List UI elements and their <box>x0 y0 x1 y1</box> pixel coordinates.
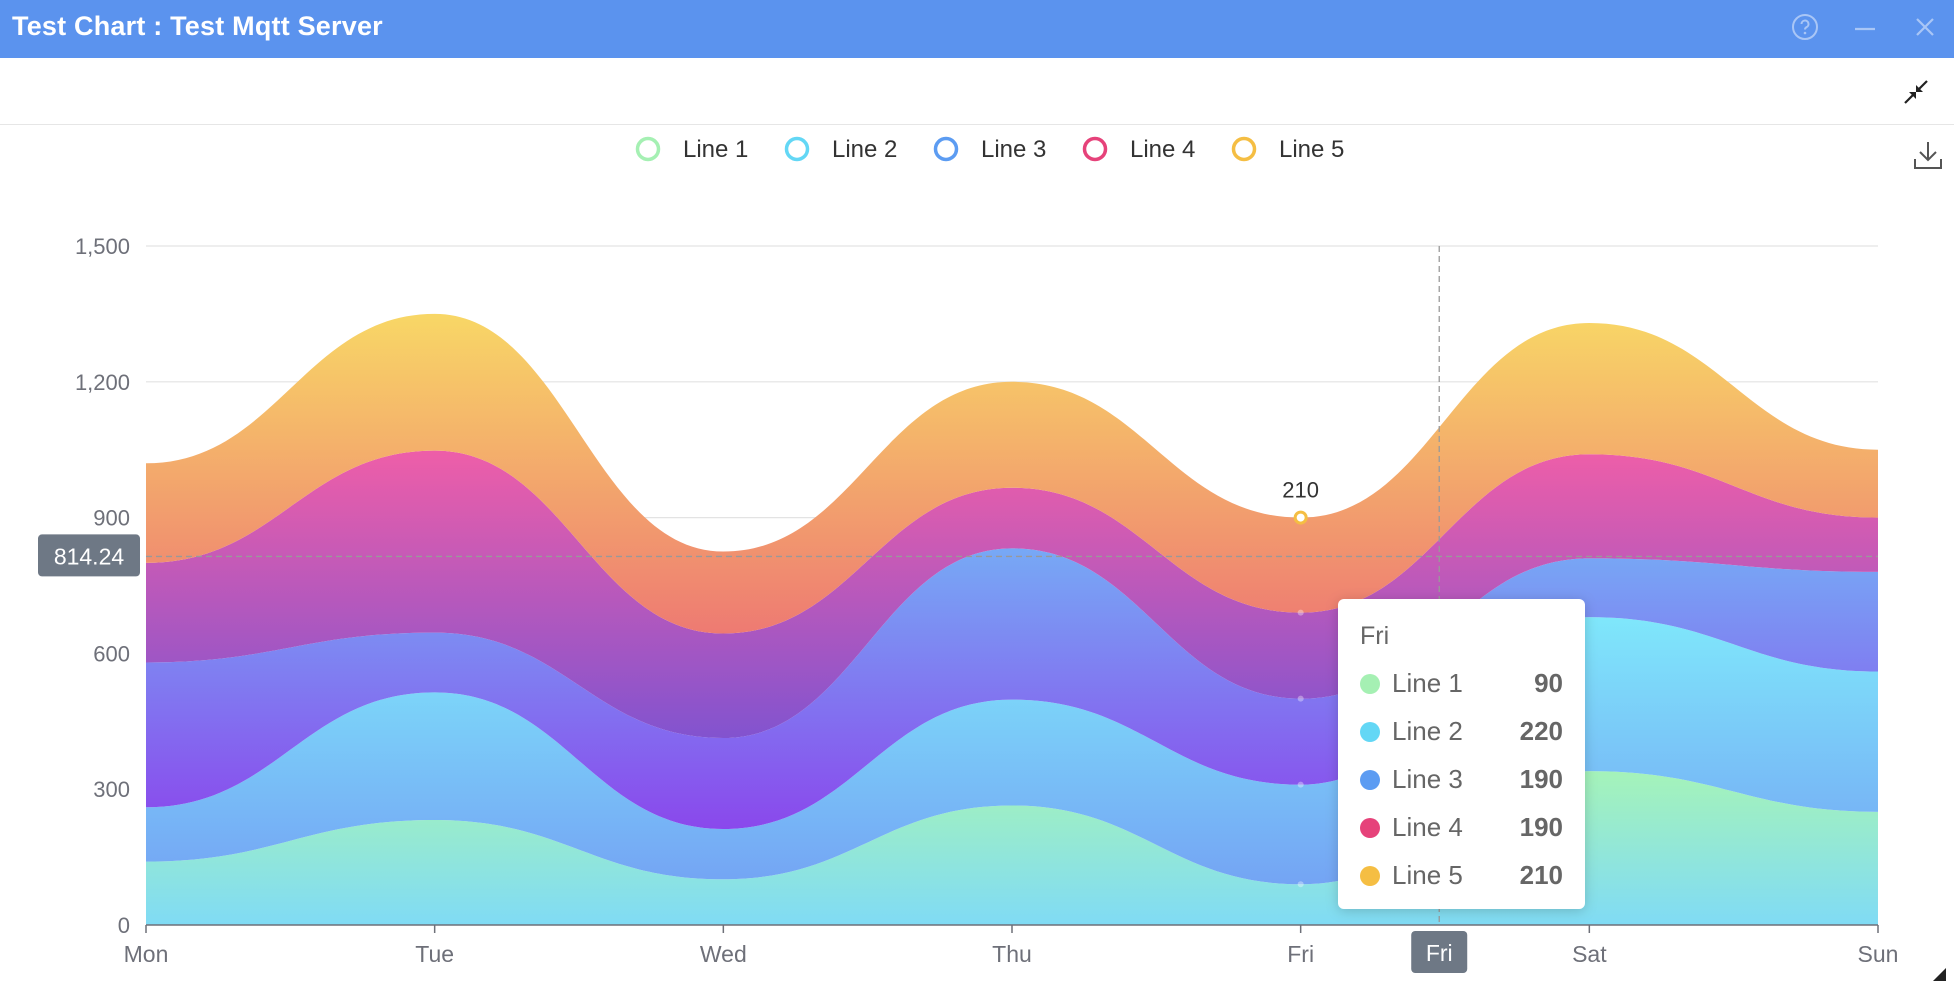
collapse-button[interactable] <box>1898 74 1934 110</box>
y-tick-label: 600 <box>93 641 130 666</box>
x-tick-label: Mon <box>124 941 169 967</box>
y-tick-label: 1,500 <box>75 234 130 259</box>
tooltip-marker <box>1360 866 1380 886</box>
tooltip-row-value: 220 <box>1520 716 1563 746</box>
y-tick-label: 900 <box>93 506 130 531</box>
tooltip-box <box>1338 599 1585 909</box>
hover-point <box>1297 695 1304 702</box>
close-icon <box>1916 18 1934 36</box>
stacked-area-chart[interactable]: 0 300 600 900 1,200 1,500 Mon Tue Wed Thu Fri Sat Su… <box>0 125 1954 988</box>
y-tick-label: 300 <box>93 777 130 802</box>
area-series <box>146 313 1878 925</box>
x-tick-label: Wed <box>700 941 747 967</box>
legend-label: Line 4 <box>1130 136 1195 163</box>
resize-handle[interactable] <box>1933 968 1946 981</box>
crosshair-y-label: 814.24 <box>38 534 140 577</box>
chart-toolbar <box>0 58 1954 125</box>
area-line-3 <box>146 548 1878 830</box>
crosshair-x-label-text: Fri <box>1426 940 1453 966</box>
resize-grip-icon <box>1933 968 1946 981</box>
legend-label: Line 1 <box>683 136 748 163</box>
y-tick-label: 0 <box>118 913 130 938</box>
legend-label: Line 3 <box>981 136 1046 163</box>
tooltip-row-name: Line 1 <box>1392 668 1463 698</box>
tooltip-row-value: 190 <box>1520 764 1563 794</box>
data-point-label: 210 <box>1282 478 1319 503</box>
legend-item-3[interactable]: Line 3 <box>933 136 1047 163</box>
x-tick-label: Fri <box>1287 941 1314 967</box>
tooltip-row-name: Line 2 <box>1392 716 1463 746</box>
collapse-arrows-icon <box>1904 80 1928 104</box>
tooltip-row-value: 190 <box>1520 812 1563 842</box>
crosshair-x-label-bg <box>1411 931 1468 973</box>
x-tick-label: Tue <box>415 941 454 967</box>
help-circle-icon <box>1792 14 1818 40</box>
legend-label: Line 2 <box>832 136 897 163</box>
legend-item-4[interactable]: Line 4 <box>1082 136 1196 163</box>
tooltip-row-value: 210 <box>1520 860 1563 890</box>
x-tick-label: Sun <box>1858 941 1899 967</box>
tooltip-marker <box>1360 770 1380 790</box>
y-tick-label: 1,200 <box>75 370 130 395</box>
area-line-5 <box>146 313 1878 634</box>
tooltip-row-name: Line 5 <box>1392 860 1463 890</box>
download-icon <box>1914 142 1942 169</box>
tooltip-marker <box>1360 722 1380 742</box>
window-title: Test Chart : Test Mqtt Server <box>12 11 383 41</box>
tooltip-row-value: 90 <box>1534 668 1563 698</box>
data-point-marker <box>1293 510 1308 525</box>
tooltip-row-name: Line 4 <box>1392 812 1463 842</box>
minimize-icon <box>1855 27 1875 31</box>
crosshair-y-label-bg <box>38 534 140 577</box>
legend-label: Line 5 <box>1279 136 1344 163</box>
area-line-4 <box>146 450 1878 739</box>
minimize-button[interactable] <box>1848 10 1882 44</box>
tooltip-title: Fri <box>1360 622 1389 650</box>
legend-marker <box>1231 136 1257 162</box>
chart-area: 0 300 600 900 1,200 1,500 Mon Tue Wed Thu Fri Sat Su… <box>0 125 1954 988</box>
x-tick-label: Thu <box>992 941 1032 967</box>
legend-marker <box>1082 136 1108 162</box>
crosshair-and-labels: 814.24 Fri 210 <box>38 246 1878 973</box>
legend-marker <box>784 136 810 162</box>
legend-marker <box>933 136 959 162</box>
legend-marker <box>635 136 661 162</box>
crosshair-y-label-text: 814.24 <box>54 543 125 569</box>
help-button[interactable] <box>1788 10 1822 44</box>
crosshair-x-label: Fri <box>1411 931 1468 973</box>
tooltip-marker <box>1360 818 1380 838</box>
window-titlebar: Test Chart : Test Mqtt Server <box>0 0 1954 58</box>
axes: 0 300 600 900 1,200 1,500 Mon Tue Wed Thu Fri Sat Su… <box>75 234 1899 967</box>
hover-point <box>1297 781 1304 788</box>
legend-item-5[interactable]: Line 5 <box>1231 136 1345 163</box>
tooltip-row-name: Line 3 <box>1392 764 1463 794</box>
close-button[interactable] <box>1908 10 1942 44</box>
hover-point <box>1297 881 1304 888</box>
download-button[interactable] <box>1912 139 1944 171</box>
hover-point <box>1297 609 1304 616</box>
x-tick-label: Sat <box>1572 941 1607 967</box>
legend: Line 1 Line 2 Line 3 Line 4 Line 5 <box>635 136 1345 163</box>
legend-item-1[interactable]: Line 1 <box>635 136 749 163</box>
legend-item-2[interactable]: Line 2 <box>784 136 898 163</box>
tooltip-marker <box>1360 674 1380 694</box>
